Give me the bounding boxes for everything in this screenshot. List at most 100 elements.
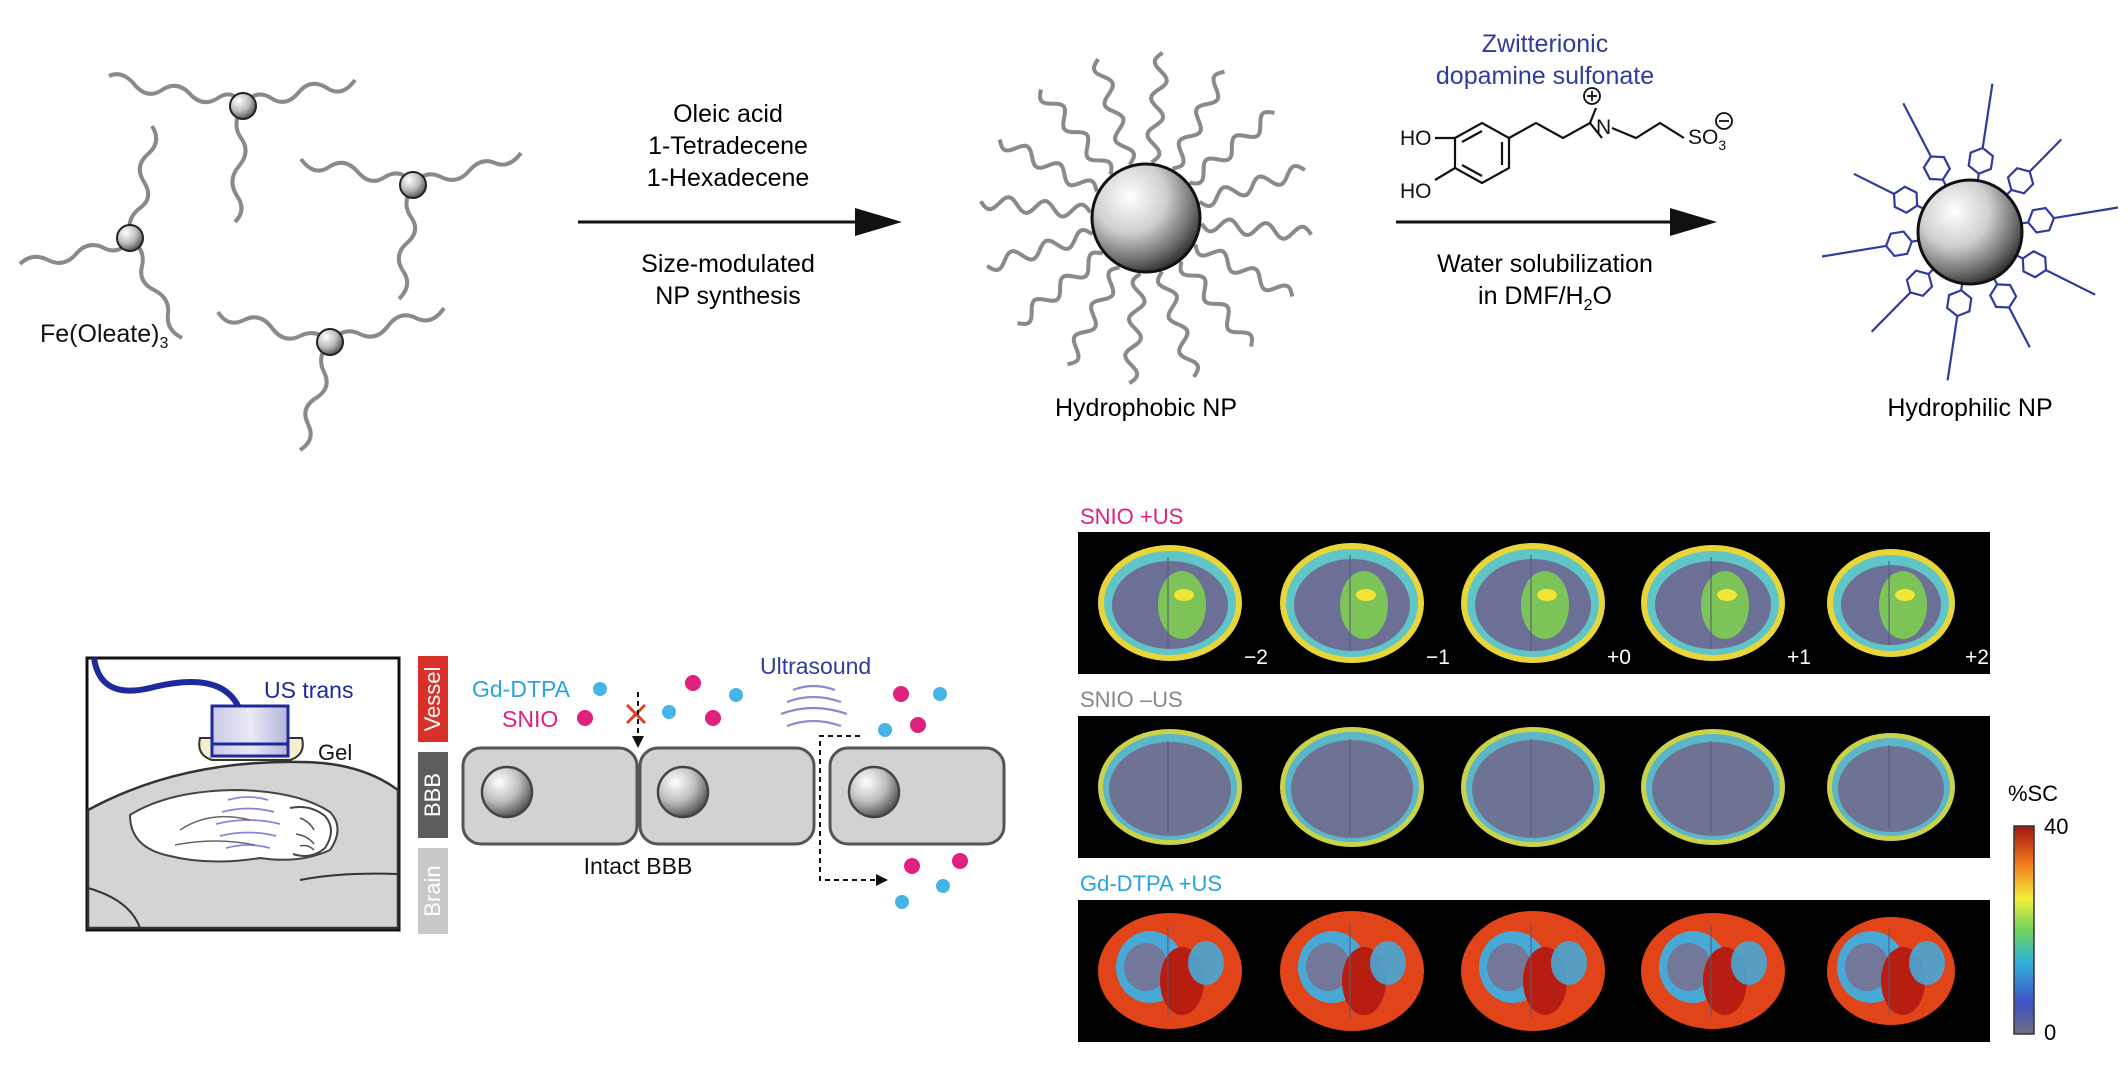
- cell-nucleus: [480, 765, 534, 819]
- oleate-chain: [230, 104, 248, 224]
- catechol-ring: [2021, 250, 2048, 279]
- brain-slice: [1827, 733, 1955, 841]
- oleate-chain: [1198, 163, 1306, 209]
- charge-plus-icon: [1583, 87, 1601, 105]
- catechol-ring: [1892, 185, 1919, 214]
- oleate-chain: [1155, 270, 1201, 378]
- oleate-chain: [216, 310, 332, 344]
- brain-slice: [1641, 729, 1785, 845]
- snio-dot: [904, 858, 920, 874]
- catechol-ring: [1905, 269, 1934, 298]
- ligand-tail: [1870, 291, 1912, 333]
- gd-dot: [936, 879, 950, 893]
- vessel-band: [418, 656, 448, 742]
- mri-panels: SNIO +US −2 −1 +0 +1 +2 SNIO –US Gd-DTPA +US: [1078, 504, 1990, 1042]
- oleate-chain: [1189, 109, 1275, 186]
- brain-slice: [1098, 545, 1242, 661]
- svg-text:Zwitterionic: Zwitterionic: [1482, 30, 1608, 58]
- blocked-cross-icon: [625, 703, 647, 725]
- catechol-ring: [1988, 283, 2018, 309]
- oleate-chain: [1017, 250, 1103, 327]
- catechol-ring: [1884, 230, 1914, 258]
- svg-text:N: N: [1596, 116, 1611, 139]
- transducer-label: US trans: [264, 677, 353, 703]
- oleate-chain: [1037, 89, 1114, 175]
- ligand-tail: [2045, 269, 2096, 296]
- oleate-chain: [1200, 217, 1313, 241]
- hydrophilic-nanoparticle: [1821, 83, 2119, 381]
- brain-particles: [895, 853, 968, 909]
- brain-slice: [1461, 727, 1605, 847]
- mri-row-title: SNIO +US: [1080, 504, 1183, 529]
- brain-slice: [1280, 543, 1424, 663]
- catechol-ring: [1967, 146, 1995, 175]
- mri-row: SNIO +US −2 −1 +0 +1 +2: [1078, 504, 1990, 674]
- oleate-chain: [1091, 58, 1137, 166]
- mri-row: Gd-DTPA +US: [1078, 871, 1990, 1042]
- dopamine-sulfonate-structure: [1434, 107, 1685, 185]
- gd-label: Gd-DTPA: [472, 676, 571, 702]
- svg-text:Brain: Brain: [420, 865, 445, 916]
- oleate-chain: [411, 151, 523, 187]
- brain-slice: [1641, 545, 1785, 661]
- endothelial-cells: [461, 746, 1006, 846]
- hydrophobic-nanoparticle: [979, 51, 1313, 385]
- ligand-tail: [1853, 172, 1895, 195]
- colorbar-title: %SC: [2008, 781, 2058, 806]
- catechol-ring: [2026, 206, 2056, 234]
- svg-text:Oleic acid: Oleic acid: [673, 100, 783, 128]
- oleate-chain: [299, 157, 415, 187]
- oleate-chain: [986, 227, 1094, 273]
- charge-minus-icon: [1715, 112, 1733, 130]
- arrowhead: [1670, 208, 1717, 236]
- transducer: [210, 704, 290, 758]
- arrowhead: [855, 208, 902, 236]
- svg-text:1-Hexadecene: 1-Hexadecene: [647, 164, 810, 192]
- step1-description: Size-modulated NP synthesis: [641, 250, 815, 310]
- svg-text:NP synthesis: NP synthesis: [655, 282, 800, 310]
- oleate-chain: [298, 340, 332, 452]
- crossing-path-arrow: [819, 735, 880, 881]
- snio-dot: [910, 717, 926, 733]
- cell-nucleus: [656, 765, 710, 819]
- oleate-chain: [997, 139, 1099, 192]
- svg-text:BBB: BBB: [420, 773, 445, 817]
- slice-label: −2: [1244, 646, 1268, 669]
- oleate-chain: [1178, 261, 1255, 347]
- rat-schematic-panel: US trans Gel: [85, 656, 401, 932]
- svg-text:HO: HO: [1400, 127, 1432, 150]
- intact-bbb-label: Intact BBB: [584, 853, 693, 879]
- oleate-chain: [1123, 272, 1147, 385]
- gel-label: Gel: [318, 740, 352, 765]
- svg-text:SO3: SO3: [1688, 126, 1726, 153]
- iron-sphere: [316, 328, 344, 356]
- oleate-chain: [127, 124, 159, 239]
- gd-dot: [593, 682, 607, 696]
- oleate-chain: [396, 183, 418, 301]
- step2-description-line2: in DMF/H2O: [1478, 282, 1612, 314]
- ligand-tail: [1821, 244, 1887, 258]
- colorbar-min: 0: [2044, 1020, 2056, 1045]
- transducer-cable: [91, 657, 241, 708]
- oleate-chain: [1145, 51, 1169, 164]
- brain-slice: [1827, 917, 1955, 1025]
- snio-dot: [893, 686, 909, 702]
- ligand-tail: [2053, 206, 2119, 220]
- svg-text:1-Tetradecene: 1-Tetradecene: [648, 132, 808, 160]
- gd-dot: [895, 895, 909, 909]
- snio-dot: [577, 710, 593, 726]
- oleate-chain: [1193, 244, 1295, 297]
- oleate-chain: [328, 306, 446, 344]
- snio-dot: [705, 710, 721, 726]
- fe-oleate-cluster: [18, 72, 523, 452]
- ultrasound-waves: [215, 796, 281, 849]
- ligand-title: Zwitterionic dopamine sulfonate: [1436, 30, 1654, 90]
- precursor-label: Fe(Oleate)3: [40, 320, 168, 352]
- snio-dot: [685, 675, 701, 691]
- svg-text:dopamine sulfonate: dopamine sulfonate: [1436, 62, 1654, 90]
- slice-label: −1: [1426, 646, 1450, 669]
- gd-dot: [933, 687, 947, 701]
- cell-nucleus: [847, 765, 901, 819]
- iron-sphere: [116, 224, 144, 252]
